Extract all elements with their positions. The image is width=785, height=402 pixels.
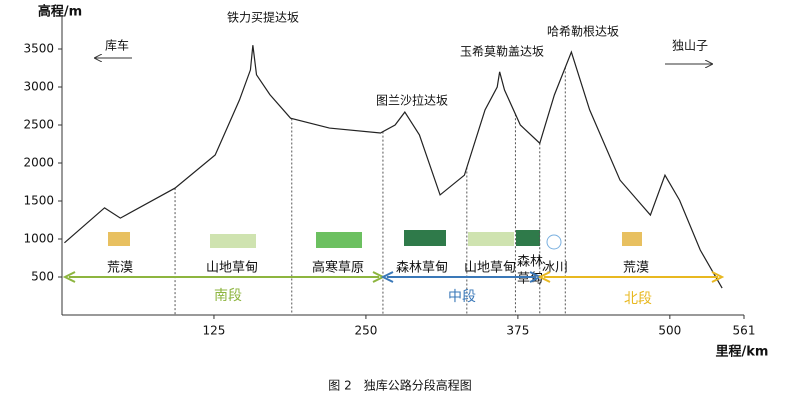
arrow-head xyxy=(537,271,551,283)
icon xyxy=(546,234,562,250)
arrow-head xyxy=(62,271,76,283)
y-tick-label: 2500 xyxy=(23,118,54,132)
x-axis-label: 里程/km xyxy=(716,345,769,360)
zone-label: 森林 xyxy=(517,255,543,270)
icon xyxy=(210,234,256,248)
y-tick-label: 1000 xyxy=(23,232,54,246)
y-tick-label: 2000 xyxy=(23,156,54,170)
icons xyxy=(108,230,642,250)
y-tick-label: 3000 xyxy=(23,80,54,94)
icon xyxy=(108,232,130,246)
icon xyxy=(516,230,540,246)
x-tick-label: 125 xyxy=(203,324,226,338)
y-tick-label: 500 xyxy=(31,270,54,284)
zone-label: 森林草甸 xyxy=(396,261,448,276)
arrow-head xyxy=(380,271,394,283)
section-label: 北段 xyxy=(624,291,652,307)
x-tick-label: 561 xyxy=(733,324,756,338)
peak-label: 图兰沙拉达坂 xyxy=(376,93,448,108)
icon xyxy=(468,232,514,246)
section-label: 中段 xyxy=(448,289,476,305)
icon xyxy=(316,232,362,248)
y-axis-label: 高程/m xyxy=(38,4,82,20)
zone-label: 高寒草原 xyxy=(312,260,364,276)
zone-label: 荒漠 xyxy=(107,261,133,276)
icon xyxy=(404,230,446,246)
zone-label: 山地草甸 xyxy=(206,261,258,276)
zone-label: 山地草甸 xyxy=(464,261,516,276)
end-label: 独山子 xyxy=(672,39,708,53)
arrow-head xyxy=(711,271,725,283)
icon xyxy=(622,232,642,246)
caption: 图 2 独库公路分段高程图 xyxy=(328,378,471,393)
y-tick-label: 1500 xyxy=(23,194,54,208)
start-label: 库车 xyxy=(105,38,129,53)
zone-label: 荒漠 xyxy=(623,261,649,276)
peak-label: 哈希勒根达坂 xyxy=(547,24,619,39)
x-tick-label: 500 xyxy=(658,324,681,338)
elevation-profile xyxy=(64,45,723,289)
peak-label: 铁力买提达坂 xyxy=(227,10,299,25)
x-tick-label: 375 xyxy=(506,324,529,338)
peak-label: 玉希莫勒盖达坂 xyxy=(460,44,544,59)
y-tick-label: 3500 xyxy=(23,42,54,56)
section-label: 南段 xyxy=(214,288,242,304)
zone-label: 草甸 xyxy=(517,272,543,287)
x-tick-label: 250 xyxy=(354,324,377,338)
